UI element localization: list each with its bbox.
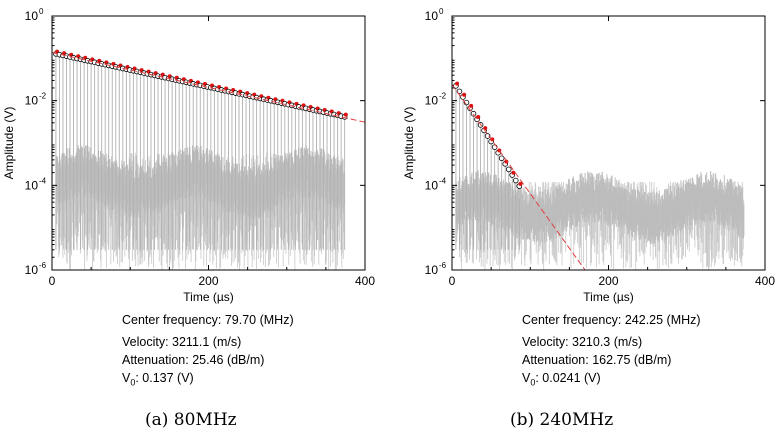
x-axis-label: Time (µs) xyxy=(183,290,233,304)
caption-a: (a) 80MHz xyxy=(145,410,237,430)
y-tick-label: 10 xyxy=(425,178,439,192)
v0-line: V0: 0.0241 (V) xyxy=(522,369,701,392)
y-tick-label: 10 xyxy=(25,178,39,192)
info-panel-b: Center frequency: 242.25 (MHz) Velocity:… xyxy=(522,311,701,392)
y-tick-label: 10 xyxy=(425,94,439,108)
echo-spikes xyxy=(455,84,520,250)
plot-area xyxy=(53,49,348,270)
attenuation: Attenuation: 162.75 (dB/m) xyxy=(522,353,672,367)
open-marker xyxy=(484,133,491,139)
y-tick-exponent: -4 xyxy=(39,176,47,185)
echo-spikes xyxy=(55,52,346,250)
y-axis-label: Amplitude (V) xyxy=(402,107,416,180)
info-panel-a: Center frequency: 79.70 (MHz) Velocity: … xyxy=(122,311,294,392)
center-frequency: Center frequency: 79.70 (MHz) xyxy=(122,313,294,327)
v0-line: V0: 0.137 (V) xyxy=(122,369,294,392)
open-marker xyxy=(505,166,512,173)
velocity: Velocity: 3211.1 (m/s) xyxy=(122,335,242,349)
y-tick-label: 10 xyxy=(425,263,439,277)
x-tick-label: 400 xyxy=(355,274,375,288)
v0-symbol: V xyxy=(122,371,131,385)
y-tick-exponent: -6 xyxy=(439,261,447,270)
filled-marker xyxy=(476,115,481,120)
filled-marker xyxy=(455,81,460,86)
y-tick-exponent: 0 xyxy=(39,7,44,16)
y-tick-exponent: -6 xyxy=(39,261,47,270)
v0-subscript: 0 xyxy=(530,377,536,388)
filled-marker xyxy=(518,181,523,186)
y-tick-label: 10 xyxy=(425,9,439,23)
attenuation: Attenuation: 25.46 (dB/m) xyxy=(122,353,265,367)
y-tick-label: 10 xyxy=(25,94,39,108)
velocity: Velocity: 3210.3 (m/s) xyxy=(522,335,643,349)
y-tick-exponent: -2 xyxy=(39,92,47,101)
x-axis-label: Time (µs) xyxy=(583,290,633,304)
v0-symbol: V xyxy=(522,371,531,385)
x-tick-label: 0 xyxy=(449,274,456,288)
signal-band xyxy=(455,170,745,245)
y-tick-label: 10 xyxy=(25,263,39,277)
y-axis-label: Amplitude (V) xyxy=(2,107,16,180)
v0-value: : 0.0241 (V) xyxy=(535,371,601,385)
y-tick-exponent: -2 xyxy=(439,92,447,101)
x-tick-label: 0 xyxy=(49,274,56,288)
filled-marker xyxy=(504,159,509,164)
filled-marker xyxy=(490,137,495,142)
v0-subscript: 0 xyxy=(130,377,136,388)
v0-value: : 0.137 (V) xyxy=(135,371,194,385)
plot-area xyxy=(453,81,745,270)
y-tick-exponent: 0 xyxy=(439,7,444,16)
filled-marker xyxy=(343,112,348,117)
x-tick-label: 200 xyxy=(598,274,618,288)
open-marker xyxy=(512,177,519,184)
x-tick-label: 200 xyxy=(198,274,218,288)
caption-b: (b) 240MHz xyxy=(510,410,614,430)
open-marker xyxy=(498,155,505,162)
center-frequency: Center frequency: 242.25 (MHz) xyxy=(522,313,701,327)
filled-marker xyxy=(469,103,474,108)
filled-marker xyxy=(511,170,516,175)
y-tick-exponent: -4 xyxy=(439,176,447,185)
fit-line xyxy=(451,84,586,271)
y-tick-label: 10 xyxy=(25,9,39,23)
filled-marker xyxy=(462,92,467,97)
x-tick-label: 400 xyxy=(755,274,775,288)
